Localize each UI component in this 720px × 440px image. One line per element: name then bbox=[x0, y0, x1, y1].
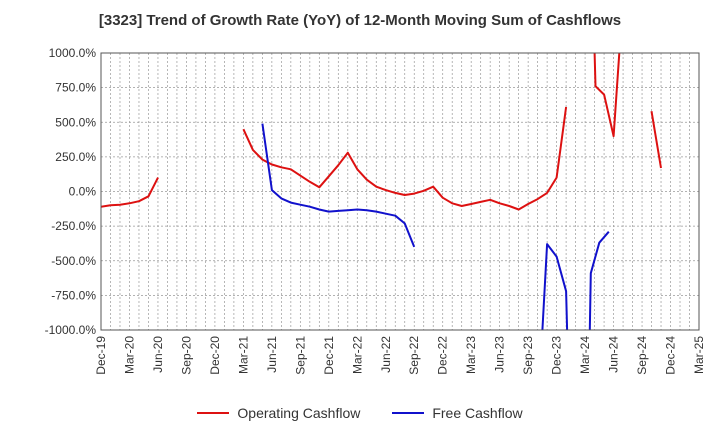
series-line-free-cashflow bbox=[588, 231, 610, 330]
y-tick-label: 500.0% bbox=[55, 115, 96, 129]
x-tick-label: Mar-25 bbox=[692, 336, 706, 374]
y-tick-label: -750.0% bbox=[51, 288, 96, 302]
series-line-operating-cashflow bbox=[101, 177, 159, 208]
x-tick-label: Mar-20 bbox=[122, 336, 136, 374]
series-line-operating-cashflow bbox=[593, 53, 621, 138]
legend-swatch bbox=[392, 412, 425, 414]
y-tick-label: 1000.0% bbox=[49, 46, 97, 60]
x-tick-label: Dec-20 bbox=[208, 336, 222, 375]
legend-item-free-cashflow: Free Cashflow bbox=[392, 405, 523, 421]
y-tick-label: 250.0% bbox=[55, 150, 96, 164]
x-tick-label: Mar-23 bbox=[464, 336, 478, 374]
legend-item-operating-cashflow: Operating Cashflow bbox=[197, 405, 360, 421]
y-tick-label: 750.0% bbox=[55, 81, 96, 95]
plot-frame bbox=[100, 52, 700, 331]
legend-swatch bbox=[197, 412, 230, 414]
x-tick-label: Sep-21 bbox=[293, 336, 307, 375]
x-tick-label: Jun-20 bbox=[151, 336, 165, 373]
x-tick-label: Sep-23 bbox=[521, 336, 535, 375]
x-tick-label: Dec-21 bbox=[322, 336, 336, 375]
series-line-operating-cashflow bbox=[242, 106, 568, 211]
series-layer bbox=[101, 53, 662, 330]
x-tick-label: Dec-24 bbox=[664, 336, 678, 375]
x-tick-label: Dec-23 bbox=[550, 336, 564, 375]
x-tick-label: Mar-24 bbox=[578, 336, 592, 374]
x-tick-label: Dec-19 bbox=[94, 336, 108, 375]
grid-layer bbox=[101, 52, 699, 331]
y-tick-label: 0.0% bbox=[69, 185, 97, 199]
legend-label: Operating Cashflow bbox=[237, 405, 361, 421]
chart-title: [3323] Trend of Growth Rate (YoY) of 12-… bbox=[98, 12, 622, 29]
x-tick-label: Sep-22 bbox=[407, 336, 421, 375]
y-tick-label: -250.0% bbox=[51, 219, 96, 233]
x-tick-label: Jun-23 bbox=[493, 336, 507, 373]
x-tick-label: Jun-21 bbox=[265, 336, 279, 373]
x-tick-label: Sep-24 bbox=[635, 336, 649, 375]
series-line-operating-cashflow bbox=[650, 111, 662, 169]
series-line-free-cashflow bbox=[261, 123, 416, 248]
x-tick-label: Mar-22 bbox=[350, 336, 364, 374]
y-tick-label: -500.0% bbox=[51, 254, 96, 268]
x-axis-labels: Dec-19 Mar-20 Jun-20 Sep-20 Dec-20 Mar-21 Jun-… bbox=[94, 336, 706, 375]
x-tick-label: Sep-20 bbox=[179, 336, 193, 375]
x-tick-label: Jun-24 bbox=[607, 336, 621, 373]
series-line-free-cashflow bbox=[541, 243, 569, 330]
y-axis-labels: 1000.0% 750.0% 500.0% 250.0% 0.0% -250.0% -500… bbox=[45, 46, 97, 337]
plot-background bbox=[101, 53, 699, 330]
legend-label: Free Cashflow bbox=[432, 405, 523, 421]
x-tick-label: Mar-21 bbox=[236, 336, 250, 374]
legend: Operating Cashflow Free Cashflow bbox=[0, 405, 720, 421]
x-tick-label: Jun-22 bbox=[379, 336, 393, 373]
x-tick-label: Dec-22 bbox=[436, 336, 450, 375]
y-tick-label: -1000.0% bbox=[45, 323, 97, 337]
